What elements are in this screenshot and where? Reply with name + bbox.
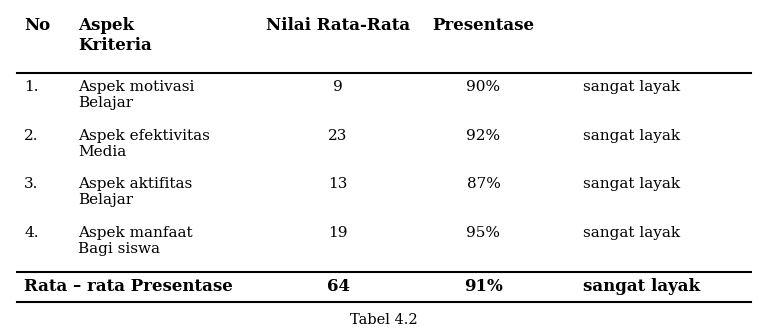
Text: 4.: 4. bbox=[25, 226, 39, 240]
Text: 90%: 90% bbox=[466, 80, 501, 94]
Text: Nilai Rata-Rata: Nilai Rata-Rata bbox=[266, 17, 410, 34]
Text: 19: 19 bbox=[329, 226, 348, 240]
Text: sangat layak: sangat layak bbox=[583, 177, 680, 191]
Text: No: No bbox=[25, 17, 51, 34]
Text: 3.: 3. bbox=[25, 177, 38, 191]
Text: sangat layak: sangat layak bbox=[583, 226, 680, 240]
Text: 64: 64 bbox=[326, 278, 349, 294]
Text: sangat layak: sangat layak bbox=[583, 278, 700, 294]
Text: 13: 13 bbox=[329, 177, 348, 191]
Text: 1.: 1. bbox=[25, 80, 39, 94]
Text: 87%: 87% bbox=[466, 177, 501, 191]
Text: 2.: 2. bbox=[25, 129, 39, 143]
Text: Rata – rata Presentase: Rata – rata Presentase bbox=[25, 278, 233, 294]
Text: 23: 23 bbox=[329, 129, 348, 143]
Text: sangat layak: sangat layak bbox=[583, 80, 680, 94]
Text: 9: 9 bbox=[333, 80, 343, 94]
Text: 92%: 92% bbox=[466, 129, 501, 143]
Text: Aspek motivasi
Belajar: Aspek motivasi Belajar bbox=[78, 80, 194, 110]
Text: Aspek manfaat
Bagi siswa: Aspek manfaat Bagi siswa bbox=[78, 226, 193, 256]
Text: sangat layak: sangat layak bbox=[583, 129, 680, 143]
Text: Aspek efektivitas
Media: Aspek efektivitas Media bbox=[78, 129, 210, 159]
Text: Aspek
Kriteria: Aspek Kriteria bbox=[78, 17, 151, 54]
Text: Aspek aktifitas
Belajar: Aspek aktifitas Belajar bbox=[78, 177, 192, 208]
Text: 91%: 91% bbox=[464, 278, 503, 294]
Text: Tabel 4.2: Tabel 4.2 bbox=[350, 313, 418, 327]
Text: 95%: 95% bbox=[466, 226, 501, 240]
Text: Presentase: Presentase bbox=[432, 17, 535, 34]
